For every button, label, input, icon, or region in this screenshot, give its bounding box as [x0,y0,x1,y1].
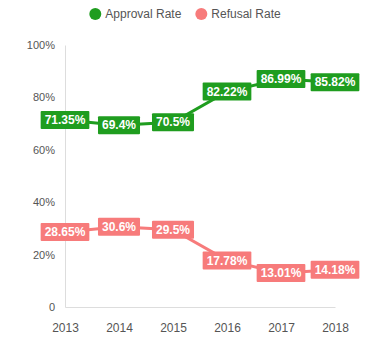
legend-symbol [195,8,207,20]
data-label-box [203,83,252,101]
y-tick-label: 20% [33,249,55,261]
data-label-text: 29.5% [156,223,190,237]
data-label-box [152,221,194,239]
x-tick-label: 2018 [322,321,349,335]
data-label-text: 13.01% [261,266,302,280]
data-label-text: 17.78% [207,254,248,268]
x-axis-line [66,307,336,308]
data-label-box [41,111,90,129]
data-label-box [98,116,140,134]
data-label: 14.18% [311,261,360,279]
y-tick-label: 0 [49,301,55,313]
data-label: 86.99% [257,70,306,88]
plot-marks [62,76,338,276]
data-label-box [203,251,252,269]
data-label: 29.5% [152,221,194,239]
y-tick-label: 80% [33,91,55,103]
y-tick: 0 [49,301,65,313]
x-tick-label: 2016 [214,321,241,335]
data-labels: 71.35% 69.4% 70.5% 82.22% 86.99% 85.82% 28.65%… [41,70,360,282]
data-label-text: 28.65% [45,225,86,239]
y-tick-label: 40% [33,196,55,208]
x-tick: 2018 [322,307,349,335]
data-label: 69.4% [98,116,140,134]
data-label-text: 71.35% [45,113,86,127]
data-label-box [257,264,306,282]
data-label-box [257,70,306,88]
data-label: 17.78% [203,251,252,269]
x-tick-label: 2015 [160,321,187,335]
data-label: 28.65% [41,223,90,241]
legend-label: Approval Rate [105,7,181,21]
data-label: 13.01% [257,264,306,282]
legend: Approval Rate Refusal Rate [89,7,281,21]
data-label-text: 82.22% [207,85,248,99]
data-label-box [98,218,140,236]
x-tick: 2016 [214,307,241,335]
data-label: 82.22% [203,83,252,101]
legend-symbol [89,8,101,20]
y-axis: 0 20% 40% 60% 80% 100% [27,39,66,313]
data-label-box [311,73,360,91]
data-label-text: 70.5% [156,115,190,129]
x-tick: 2014 [106,307,133,335]
legend-item: Approval Rate [89,7,181,21]
data-label-text: 14.18% [315,263,356,277]
y-tick: 40% [33,196,65,208]
x-tick-label: 2014 [106,321,133,335]
x-tick: 2013 [52,307,79,335]
legend-label: Refusal Rate [211,7,281,21]
x-tick-label: 2017 [268,321,295,335]
y-tick: 80% [33,91,65,103]
legend-item: Refusal Rate [195,7,281,21]
data-label-box [152,113,194,131]
data-label: 71.35% [41,111,90,129]
y-tick: 60% [33,144,65,156]
data-label: 85.82% [311,73,360,91]
y-axis-line [65,46,66,308]
data-label-box [41,223,90,241]
y-tick: 20% [33,249,65,261]
y-tick: 100% [27,39,65,51]
data-label-text: 86.99% [261,72,302,86]
x-axis: 2013 2014 2015 2016 2017 2018 [52,307,349,335]
x-tick: 2017 [268,307,295,335]
chart: 020%40%60%80%100%20132014201520162017201… [0,0,370,354]
data-label-text: 69.4% [102,118,136,132]
y-tick-label: 100% [27,39,55,51]
data-label-text: 85.82% [315,75,356,89]
data-label: 30.6% [98,218,140,236]
x-tick: 2015 [160,307,187,335]
x-tick-label: 2013 [52,321,79,335]
y-tick-label: 60% [33,144,55,156]
data-label-text: 30.6% [102,220,136,234]
data-label-box [311,261,360,279]
data-label: 70.5% [152,113,194,131]
